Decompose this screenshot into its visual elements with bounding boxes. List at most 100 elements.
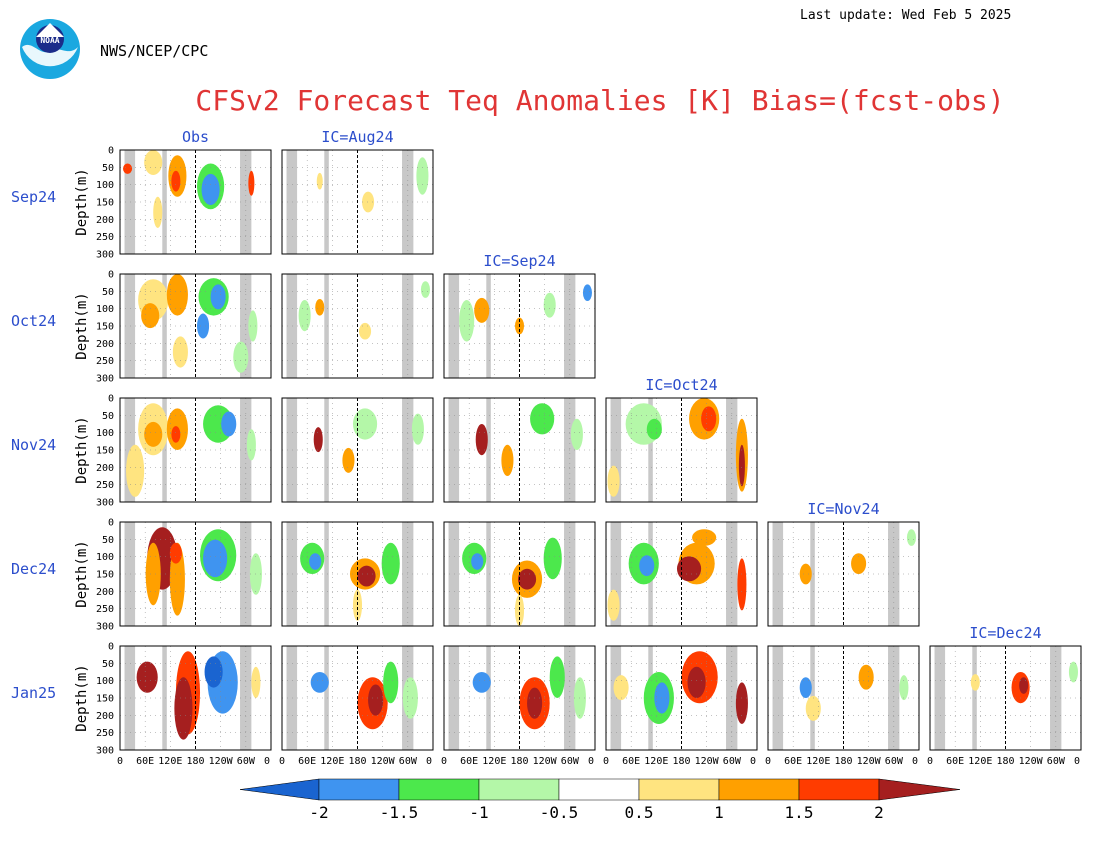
x-tick-label: 60W xyxy=(885,756,904,767)
anomaly-contour xyxy=(368,684,384,716)
panel-border xyxy=(119,645,272,751)
colorbar-tick-label: 1.5 xyxy=(785,803,814,822)
panel-4-2 xyxy=(443,645,596,751)
land-mask xyxy=(162,150,167,254)
land-mask xyxy=(448,398,460,502)
anomaly-contour xyxy=(543,292,556,318)
panel-border xyxy=(281,397,434,503)
anomaly-contour xyxy=(735,682,748,724)
anomaly-contour xyxy=(737,558,747,611)
anomaly-contour xyxy=(420,281,430,298)
anomaly-contour xyxy=(459,300,475,342)
land-mask xyxy=(448,646,460,750)
x-tick-label: 120E xyxy=(482,756,506,767)
anomaly-contour xyxy=(352,408,378,440)
panel-border xyxy=(281,645,434,751)
y-axis-label: Depth(m) xyxy=(74,416,90,483)
anomaly-contour xyxy=(251,666,261,699)
x-tick-label: 120W xyxy=(533,756,558,767)
colorbar: -2 -1.5 -1 -0.5 0.5 1 1.5 2 xyxy=(239,778,961,822)
anomaly-contour xyxy=(646,418,662,440)
colorbar-segment xyxy=(638,778,720,801)
land-mask xyxy=(124,646,136,750)
anomaly-contour xyxy=(171,170,181,192)
anomaly-contour xyxy=(201,173,220,206)
row-label: Jan25 xyxy=(11,684,56,702)
x-tick-label: 0 xyxy=(426,756,432,767)
x-tick-label: 0 xyxy=(441,756,447,767)
x-tick-label: 120W xyxy=(1019,756,1044,767)
anomaly-contour xyxy=(310,672,329,693)
anomaly-contour xyxy=(381,542,400,585)
anomaly-contour xyxy=(402,677,418,719)
land-mask xyxy=(324,646,329,750)
anomaly-contour xyxy=(692,529,717,546)
panel-border xyxy=(119,397,272,503)
anomaly-contour xyxy=(970,674,980,691)
y-tick-label: 150 xyxy=(96,198,114,209)
land-mask xyxy=(486,646,491,750)
colorbar-tick-label: -1.5 xyxy=(380,803,419,822)
land-mask xyxy=(324,274,329,378)
chart-title: CFSv2 Forecast Teq Anomalies [K] Bias=(f… xyxy=(195,84,1005,117)
land-mask xyxy=(610,522,622,626)
land-mask xyxy=(648,398,653,502)
anomaly-contour xyxy=(169,542,182,564)
y-tick-label: 200 xyxy=(96,711,114,722)
panel-1-2 xyxy=(443,273,596,379)
y-tick-label: 50 xyxy=(102,287,114,298)
y-tick-label: 0 xyxy=(108,146,114,157)
land-mask xyxy=(324,522,329,626)
y-tick-label: 250 xyxy=(96,356,114,367)
anomaly-contour xyxy=(701,406,717,432)
y-tick-label: 300 xyxy=(96,622,114,633)
panel-4-0 xyxy=(119,645,272,751)
panel-1-1 xyxy=(281,273,434,379)
land-mask xyxy=(772,522,784,626)
column-label: IC=Nov24 xyxy=(807,500,879,518)
row-label: Nov24 xyxy=(11,436,56,454)
panel-4-4 xyxy=(767,645,920,751)
panel-border xyxy=(443,397,596,503)
land-mask xyxy=(324,398,329,502)
anomaly-contour xyxy=(144,150,163,175)
anomaly-contour xyxy=(210,284,226,310)
panel-3-3 xyxy=(605,521,758,627)
y-tick-label: 50 xyxy=(102,535,114,546)
y-axis-label: Depth(m) xyxy=(74,540,90,607)
panel-border xyxy=(605,397,758,503)
anomaly-contour xyxy=(246,429,256,461)
panel-border xyxy=(767,645,920,751)
y-tick-label: 300 xyxy=(96,746,114,757)
panel-border xyxy=(443,273,596,379)
panel-4-5 xyxy=(929,645,1082,751)
anomaly-contour xyxy=(474,297,490,323)
land-mask xyxy=(286,150,298,254)
x-tick-label: 0 xyxy=(117,756,123,767)
anomaly-contour xyxy=(313,427,323,453)
column-label: IC=Aug24 xyxy=(321,128,393,146)
panel-0-1 xyxy=(281,149,434,255)
anomaly-contour xyxy=(527,687,543,719)
y-tick-label: 150 xyxy=(96,694,114,705)
row-label: Sep24 xyxy=(11,188,56,206)
anomaly-contour xyxy=(298,300,311,332)
panel-border xyxy=(605,645,758,751)
panel-border xyxy=(929,645,1082,751)
x-tick-label: 120W xyxy=(695,756,720,767)
x-tick-label: 120E xyxy=(806,756,830,767)
y-tick-label: 200 xyxy=(96,587,114,598)
anomaly-contour xyxy=(153,196,163,228)
anomaly-contour xyxy=(687,666,706,699)
land-mask xyxy=(324,150,329,254)
anomaly-contour xyxy=(362,191,375,213)
land-mask xyxy=(610,646,622,750)
y-tick-label: 150 xyxy=(96,446,114,457)
land-mask xyxy=(286,274,298,378)
panel-2-2 xyxy=(443,397,596,503)
panel-2-0 xyxy=(119,397,272,503)
anomaly-contour xyxy=(383,661,399,704)
anomaly-contour xyxy=(899,675,909,701)
column-label: Obs xyxy=(182,128,209,146)
column-label: IC=Oct24 xyxy=(645,376,717,394)
